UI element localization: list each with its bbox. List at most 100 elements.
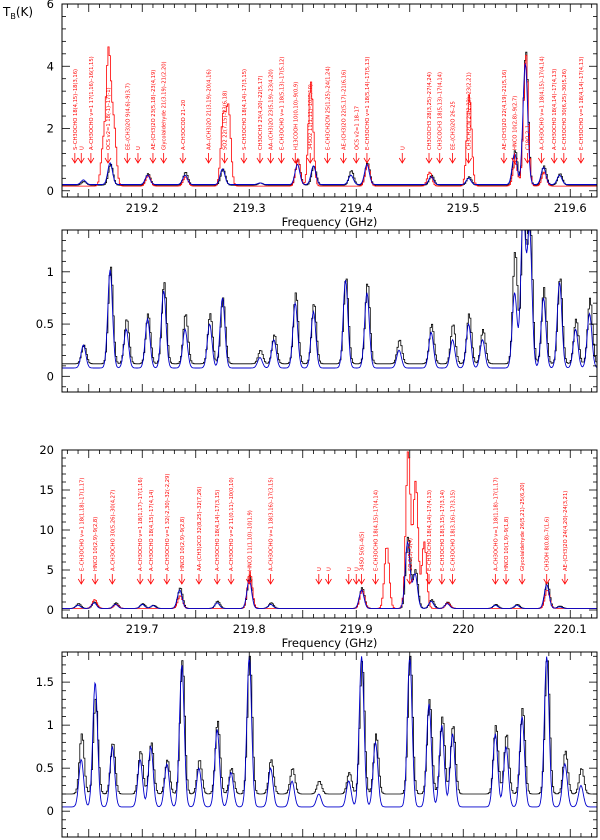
annotation-label: E–CH3CH2CN 25(1,25)–24(1,24) xyxy=(325,66,331,150)
y-tick-label: 0 xyxy=(47,603,54,617)
annotation-arrowhead xyxy=(267,578,274,585)
annotation-label: AA–(CH3)2O 23(5,19)–23(4,20) xyxy=(269,69,275,150)
annotation-label: A–CH3OCHO 30(5,26)–30(4,27) xyxy=(110,490,116,571)
x-tick-label: 219.8 xyxy=(233,622,266,636)
annotation-arrowhead xyxy=(345,578,353,585)
chart-panel-2: 00.51 xyxy=(36,229,598,393)
annotation-arrowhead xyxy=(492,578,499,585)
annotation-label: OCS v2=1 18(-1)–17(-1) xyxy=(106,87,112,150)
annotation-label: CH3COCH3 28(3,25)–27(4,24) xyxy=(427,72,433,150)
annotation-arrowhead xyxy=(278,157,285,164)
y-tick-label: 5 xyxy=(47,563,54,577)
annotation-arrowhead xyxy=(108,578,116,585)
annotation-label: Glycolaldehyde 21(3,19)–21(2,20) xyxy=(162,61,168,150)
annotation-label: U xyxy=(136,146,142,150)
y-tick-label: 4 xyxy=(47,59,54,73)
annotation-label: A–CH3OCHO 18(4,15)–17(4,14) xyxy=(149,490,155,571)
annotation-label: HNCO 10(2,9)–9(2,8) xyxy=(180,517,186,571)
annotation-arrowhead xyxy=(160,157,167,164)
annotation-arrowhead xyxy=(425,157,433,164)
annotation-arrowhead xyxy=(149,157,157,164)
annotation-arrowhead xyxy=(227,578,235,585)
annotation-label: E–CH3OCHO v=1 18(5,13)–17(5,12) xyxy=(279,57,285,150)
y-tick-label: 0 xyxy=(47,804,54,818)
annotation-label: A–CH3OCHO v=1 17(1,16)–16(1,15) xyxy=(89,56,95,150)
annotation-label: A–CH3OCHO v=1 18(3,16)–17(3,15) xyxy=(269,477,275,571)
annotation-arrowhead xyxy=(511,157,518,164)
annotation-arrowhead xyxy=(363,157,371,164)
x-tick-label: 219.5 xyxy=(447,201,480,215)
annotation-arrowhead xyxy=(315,578,323,585)
annotation-arrowhead xyxy=(449,578,456,585)
annotation-arrowhead xyxy=(256,157,264,164)
x-tick-label: 219.3 xyxy=(233,201,266,215)
plot-frame xyxy=(61,449,598,619)
annotation-arrowhead xyxy=(147,578,155,585)
annotation-label: AE–(CH3)2O 24(4,20)–24(3,21) xyxy=(563,491,569,571)
y-tick-label: 2 xyxy=(47,122,54,136)
x-tick-label: 219.2 xyxy=(126,201,159,215)
annotation-arrowhead xyxy=(550,157,558,164)
annotation-arrowhead xyxy=(195,578,203,585)
annotation-arrowhead xyxy=(245,578,253,585)
annotation-label: E–CH3OCHO 18(3,15)–17(3,14) xyxy=(440,490,446,571)
annotation-arrowhead xyxy=(560,157,568,164)
annotation-arrowhead xyxy=(465,157,472,164)
annotation-label: CH3OH 8(0,8)–7(1,6) xyxy=(545,517,551,571)
annotation-label: CH3COCH3 18(5,13)–17(4,14) xyxy=(438,72,444,150)
annotation-arrowhead xyxy=(179,157,187,164)
annotation-arrowhead xyxy=(178,578,186,585)
y-axis: 00.51 xyxy=(36,229,597,388)
annotation-arrowhead xyxy=(538,157,545,164)
annotation-arrowhead xyxy=(340,157,347,164)
annotation-arrowhead xyxy=(71,157,79,164)
annotation-label: 34SO2 11(1,11)–10(0,10) xyxy=(308,84,314,150)
annotation-arrowhead xyxy=(500,157,508,164)
y-tick-label: 0 xyxy=(47,369,54,383)
x-tick-label: 219.6 xyxy=(554,201,587,215)
annotation-label: EE–(CH3)2O 26–25 xyxy=(451,101,457,150)
series-2-line xyxy=(62,656,597,808)
annotation-label: Glycolaldehyde 26(5,21)–25(6,20) xyxy=(520,482,526,571)
annotation-label: E–CH3OCHO v=1 18(1,18)–17(1,17) xyxy=(79,478,85,571)
x-tick-label: 220 xyxy=(452,622,474,636)
annotation-arrowhead xyxy=(358,578,365,585)
x-axis xyxy=(66,652,593,837)
annotation-label: HNCO 10(2,8)–9(2,7) xyxy=(513,96,519,150)
annotation-label: U xyxy=(354,567,360,571)
annotation-label: A–CH3OCHO v=1 18(4,15)–17(4,14) xyxy=(539,56,545,150)
annotation-label: AA–(CH3)2O 21(3,19)–20(4,16) xyxy=(207,69,213,150)
annotation-label: A–CH3OCHO v=1 18(1,17)–17(1,16) xyxy=(138,477,144,571)
x-tick-label: 219.9 xyxy=(340,622,373,636)
annotation-arrowhead xyxy=(352,578,360,585)
x-axis: 219.2 219.3 219.4 219.5 219.6 Frequency (GHz) xyxy=(66,4,593,229)
annotation-arrowhead xyxy=(291,157,299,164)
x-tick-label: 219.4 xyxy=(340,201,373,215)
series-1-line xyxy=(62,230,597,365)
series-2-line xyxy=(62,230,597,369)
annotation-label: E–CH3OCHO v=1 18(5,14)–17(5,13) xyxy=(365,57,371,150)
y-tick-label: 1.5 xyxy=(36,675,54,689)
annotation-arrowhead xyxy=(352,157,360,164)
annotation-arrowhead xyxy=(163,578,171,585)
y-axis: 0 5 10 15 20 xyxy=(39,443,597,619)
annotation-arrowhead xyxy=(104,157,112,164)
y-tick-label: 15 xyxy=(39,483,54,497)
annotation-label: U xyxy=(326,567,332,571)
annotation-label: A–CH3OCOD 21–20 xyxy=(181,100,187,150)
annotation-label: E–CH3OCHO 30(6,25)–30(5,26) xyxy=(562,69,568,150)
annotation-label: U xyxy=(400,146,406,150)
annotation-label: H13COOH 10(0,10)–9(0,9) xyxy=(293,82,299,150)
annotation-arrowhead xyxy=(136,578,144,585)
annotation-label: E–CH3OCHO v=1 18(4,14)–17(4,13) xyxy=(579,57,585,150)
annotation-arrowhead xyxy=(449,157,456,164)
y-tick-label: 0.5 xyxy=(36,317,54,331)
annotation-label: A–CH3OCHO v=2 11(0,11)–10(0,10) xyxy=(229,477,235,571)
annotation-label: A–CH3OCHO v=1 32(-2,30)–32(-2,29) xyxy=(165,474,171,571)
annotation-label: CH3CH2CN 24(2,22)–23(2,21) xyxy=(467,72,473,150)
annotation-arrowhead xyxy=(240,157,248,164)
annotation-arrowhead xyxy=(524,157,531,164)
series-3-line xyxy=(62,63,597,185)
annotation-arrowhead xyxy=(543,578,551,585)
